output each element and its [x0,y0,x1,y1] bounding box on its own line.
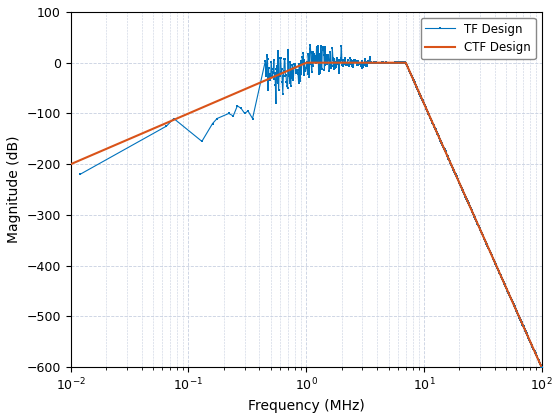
TF Design [432,125,438,130]
Line: CTF Design: CTF Design [71,63,542,368]
TF Design [519,320,525,325]
X-axis label: Frequency (MHz): Frequency (MHz) [248,399,365,413]
CTF Design [303,60,310,65]
CTF Design [149,126,156,131]
CTF Design [479,231,486,236]
Y-axis label: Magnitude (dB): Magnitude (dB) [7,136,21,243]
TF Design [77,172,83,177]
TF Design [535,357,542,362]
Line: TF Design: TF Design [78,44,543,369]
CTF Design [268,75,275,80]
CTF Design [248,84,255,89]
TF Design [463,195,469,200]
Legend: TF Design, CTF Design: TF Design, CTF Design [421,18,536,59]
CTF Design [529,344,536,349]
TF Design [538,365,545,370]
TF Design [423,105,430,110]
CTF Design [121,139,128,144]
CTF Design [67,162,74,167]
CTF Design [538,365,545,370]
TF Design [394,60,401,65]
TF Design [307,43,314,48]
